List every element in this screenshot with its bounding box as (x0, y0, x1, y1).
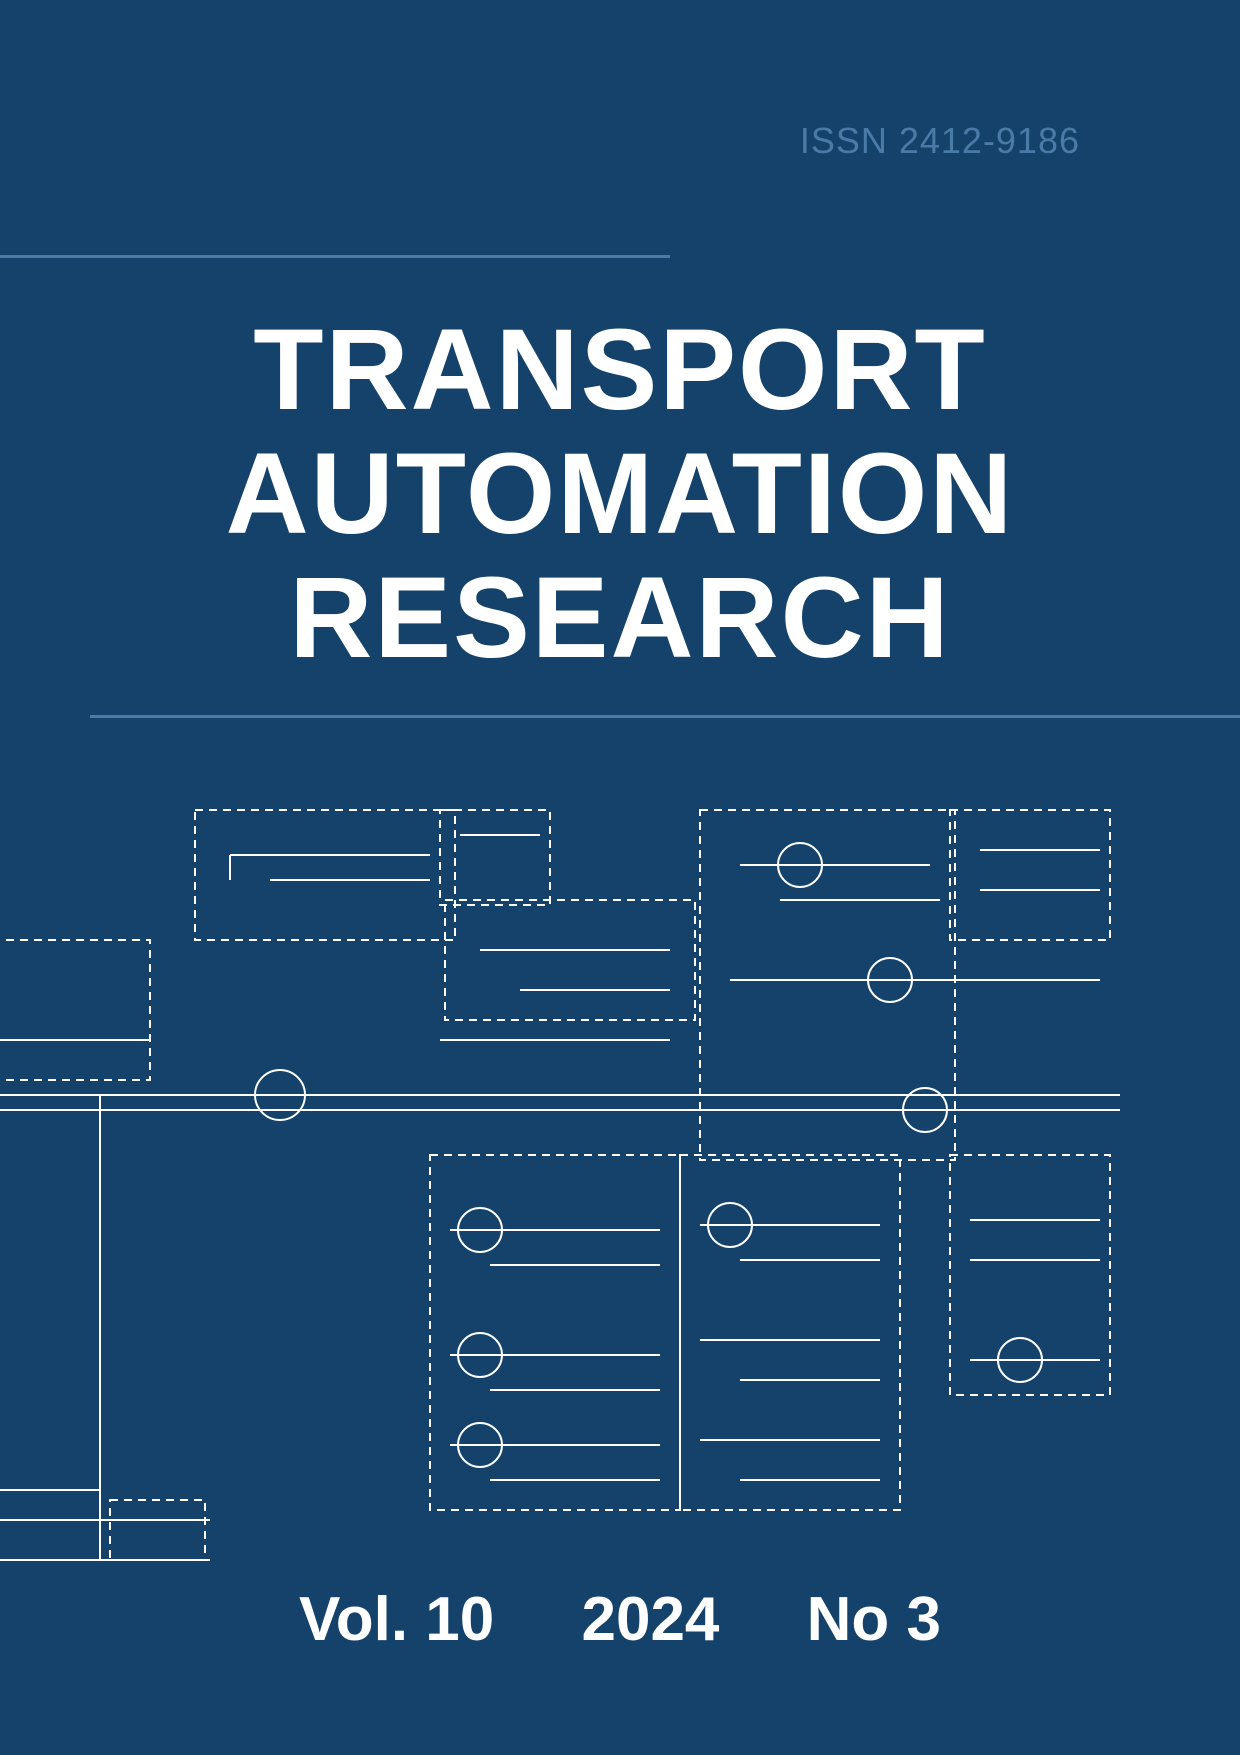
bottom-divider (90, 715, 1240, 718)
title-line-1: TRANSPORT (0, 308, 1240, 432)
footer-info: Vol. 10 2024 No 3 (0, 1584, 1240, 1655)
schematic-diagram (0, 800, 1240, 1540)
number-text: No 3 (807, 1585, 941, 1654)
title-line-2: AUTOMATION (0, 432, 1240, 556)
top-divider (0, 255, 670, 258)
volume-text: Vol. 10 (299, 1585, 494, 1654)
title-line-3: RESEARCH (0, 556, 1240, 680)
title-block: TRANSPORT AUTOMATION RESEARCH (0, 308, 1240, 681)
issn-text: ISSN 2412-9186 (800, 120, 1080, 162)
year-text: 2024 (581, 1585, 719, 1654)
